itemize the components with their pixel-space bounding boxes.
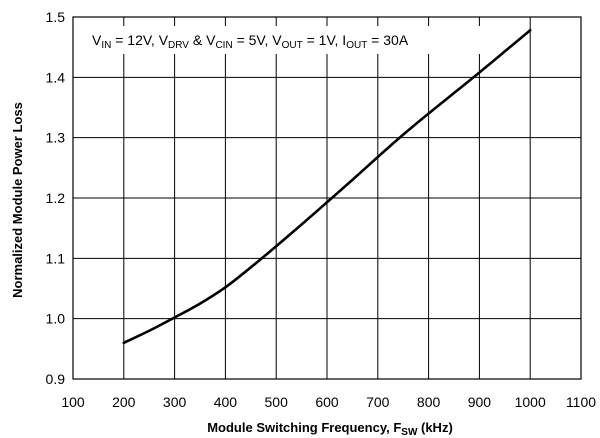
x-tick-label: 500 — [265, 394, 289, 410]
chart-series — [122, 28, 532, 345]
annotation-text: = 5V, V — [233, 32, 283, 48]
y-tick-label: 1.1 — [46, 250, 66, 266]
x-axis-label-suffix: (kHz) — [417, 420, 452, 435]
annotation-subscript: IN — [101, 40, 111, 51]
x-tick-label: 400 — [214, 394, 238, 410]
x-tick-label: 1100 — [566, 394, 596, 410]
annotation-subscript: DRV — [168, 40, 189, 51]
y-tick-labels: 0.9 1.0 1.1 1.2 1.3 1.4 1.5 — [46, 9, 66, 387]
x-tick-label: 900 — [468, 394, 492, 410]
x-axis-label: Module Switching Frequency, FSW (kHz) — [207, 420, 453, 438]
annotation-text: = 30A — [367, 32, 409, 48]
x-tick-label: 100 — [61, 394, 85, 410]
y-tick-label: 1.2 — [46, 190, 66, 206]
y-tick-label: 1.3 — [46, 130, 66, 146]
annotation-subscript: OUT — [282, 40, 303, 51]
y-tick-label: 0.9 — [46, 371, 66, 387]
chart-grid — [72, 16, 582, 380]
x-axis-label-main: Module Switching Frequency, F — [207, 420, 401, 435]
annotation-text: = 1V, I — [303, 32, 346, 48]
plot-frame — [72, 16, 582, 380]
series-line-0 — [122, 28, 532, 345]
y-tick-label: 1.4 — [46, 69, 66, 85]
x-tick-label: 300 — [163, 394, 187, 410]
x-tick-label: 200 — [112, 394, 136, 410]
y-tick-label: 1.0 — [46, 311, 66, 327]
x-tick-label: 600 — [315, 394, 339, 410]
y-axis-label: Normalized Module Power Loss — [10, 102, 25, 298]
x-axis-label-sub: SW — [401, 427, 418, 438]
annotation-text: V — [92, 32, 102, 48]
x-tick-labels: 100 200 300 400 500 600 700 800 900 1000 1100 — [61, 394, 596, 410]
x-tick-label: 800 — [417, 394, 441, 410]
x-tick-label: 700 — [366, 394, 390, 410]
annotation-subscript: OUT — [346, 40, 367, 51]
annotation-text: = 12V, V — [111, 32, 168, 48]
annotation-text: & V — [189, 32, 216, 48]
y-tick-label: 1.5 — [46, 9, 66, 25]
chart-annotation: VIN = 12V, VDRV & VCIN = 5V, VOUT = 1V, … — [92, 32, 409, 51]
annotation-background — [80, 26, 500, 54]
annotation-subscript: CIN — [215, 40, 232, 51]
x-tick-label: 1000 — [515, 394, 546, 410]
